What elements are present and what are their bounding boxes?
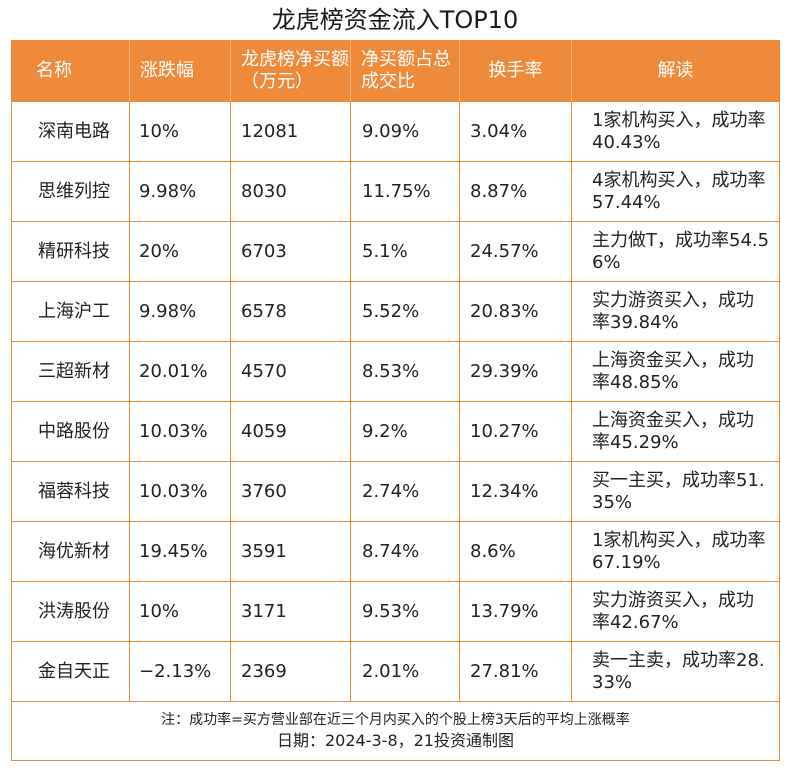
table-row: 精研科技 20% 6703 5.1% 24.57% 主力做T，成功率54.56% [12,222,779,282]
table-row: 福蓉科技 10.03% 3760 2.74% 12.34% 买一主买，成功率51.35% [12,462,779,522]
table-footer: 注：成功率=买方营业部在近三个月内买入的个股上榜3天后的平均上涨概率 日期：20… [12,702,779,760]
cell-ratio: 2.74% [351,462,460,521]
cell-turnover: 24.57% [460,222,572,281]
cell-net-buy: 2369 [231,642,351,701]
cell-ratio: 11.75% [351,162,460,221]
cell-turnover: 29.39% [460,342,572,401]
table-row: 思维列控 9.98% 8030 11.75% 8.87% 4家机构买入，成功率57.44% [12,162,779,222]
cell-change: 19.45% [130,522,231,581]
cell-turnover: 3.04% [460,102,572,161]
table-row: 深南电路 10% 12081 9.09% 3.04% 1家机构买入，成功率40.43% [12,102,779,162]
cell-interpret: 上海资金买入，成功率45.29% [592,409,754,453]
cell-change: 9.98% [130,162,231,221]
cell-ratio: 5.1% [351,222,460,281]
table-row: 洪涛股份 10% 3171 9.53% 13.79% 实力游资买入，成功率42.67% [12,582,779,642]
table-row: 三超新材 20.01% 4570 8.53% 29.39% 上海资金买入，成功率48.85… [12,342,779,402]
table-header: 名称 涨跌幅 龙虎榜净买额（万元） 净买额占总成交比 换手率 解读 [12,41,779,102]
cell-change: 10.03% [130,402,231,461]
table-row: 中路股份 10.03% 4059 9.2% 10.27% 上海资金买入，成功率45.29% [12,402,779,462]
cell-interpret: 上海资金买入，成功率48.85% [592,349,754,393]
cell-interpret: 1家机构买入，成功率67.19% [592,529,766,573]
cell-change: 20% [130,222,231,281]
cell-change: 10% [130,102,231,161]
cell-turnover: 8.6% [460,522,572,581]
cell-ratio: 5.52% [351,282,460,341]
cell-name: 洪涛股份 [12,582,130,641]
header-interpret: 解读 [657,60,694,81]
cell-turnover: 20.83% [460,282,572,341]
cell-interpret: 1家机构买入，成功率40.43% [592,109,766,153]
cell-name: 中路股份 [12,402,130,461]
cell-ratio: 8.74% [351,522,460,581]
cell-turnover: 8.87% [460,162,572,221]
cell-ratio: 2.01% [351,642,460,701]
table-row: 上海沪工 9.98% 6578 5.52% 20.83% 实力游资买入，成功率39.84% [12,282,779,342]
cell-interpret: 实力游资买入，成功率39.84% [592,289,754,333]
cell-name: 福蓉科技 [12,462,130,521]
header-change: 涨跌幅 [130,41,231,101]
cell-net-buy: 3760 [231,462,351,521]
cell-net-buy: 12081 [231,102,351,161]
cell-turnover: 13.79% [460,582,572,641]
cell-interpret: 卖一主卖，成功率28.33% [592,649,765,693]
header-net-buy: 龙虎榜净买额（万元） [231,41,351,101]
cell-turnover: 12.34% [460,462,572,521]
header-ratio: 净买额占总成交比 [351,41,460,101]
cell-turnover: 10.27% [460,402,572,461]
cell-net-buy: 4570 [231,342,351,401]
page-title: 龙虎榜资金流入TOP10 [271,6,519,34]
cell-ratio: 8.53% [351,342,460,401]
table-row: 海优新材 19.45% 3591 8.74% 8.6% 1家机构买入，成功率67.19% [12,522,779,582]
cell-name: 金自天正 [12,642,130,701]
cell-net-buy: 4059 [231,402,351,461]
cell-net-buy: 3591 [231,522,351,581]
cell-name: 思维列控 [12,162,130,221]
cell-interpret: 主力做T，成功率54.56% [592,229,770,273]
cell-change: 9.98% [130,282,231,341]
header-turnover: 换手率 [460,41,572,101]
cell-ratio: 9.2% [351,402,460,461]
cell-change: 10% [130,582,231,641]
cell-name: 上海沪工 [12,282,130,341]
table-body: 深南电路 10% 12081 9.09% 3.04% 1家机构买入，成功率40.43% 思维… [12,102,779,702]
cell-interpret: 4家机构买入，成功率57.44% [592,169,766,213]
cell-name: 深南电路 [12,102,130,161]
cell-ratio: 9.53% [351,582,460,641]
cell-interpret: 实力游资买入，成功率42.67% [592,589,754,633]
cell-name: 三超新材 [12,342,130,401]
footer-date: 日期：2024-3-8，21投资通制图 [277,731,514,750]
cell-turnover: 27.81% [460,642,572,701]
cell-net-buy: 8030 [231,162,351,221]
cell-name: 精研科技 [12,222,130,281]
header-name: 名称 [12,41,130,101]
cell-net-buy: 6578 [231,282,351,341]
cell-change: 20.01% [130,342,231,401]
cell-name: 海优新材 [12,522,130,581]
cell-net-buy: 6703 [231,222,351,281]
cell-ratio: 9.09% [351,102,460,161]
cell-change: −2.13% [130,642,231,701]
table-row: 金自天正 −2.13% 2369 2.01% 27.81% 卖一主卖，成功率28.33% [12,642,779,702]
cell-change: 10.03% [130,462,231,521]
footer-note: 注：成功率=买方营业部在近三个月内买入的个股上榜3天后的平均上涨概率 [161,712,630,728]
cell-interpret: 买一主买，成功率51.35% [592,469,765,513]
cell-net-buy: 3171 [231,582,351,641]
data-table: 名称 涨跌幅 龙虎榜净买额（万元） 净买额占总成交比 换手率 解读 深南电路 10… [11,40,780,761]
